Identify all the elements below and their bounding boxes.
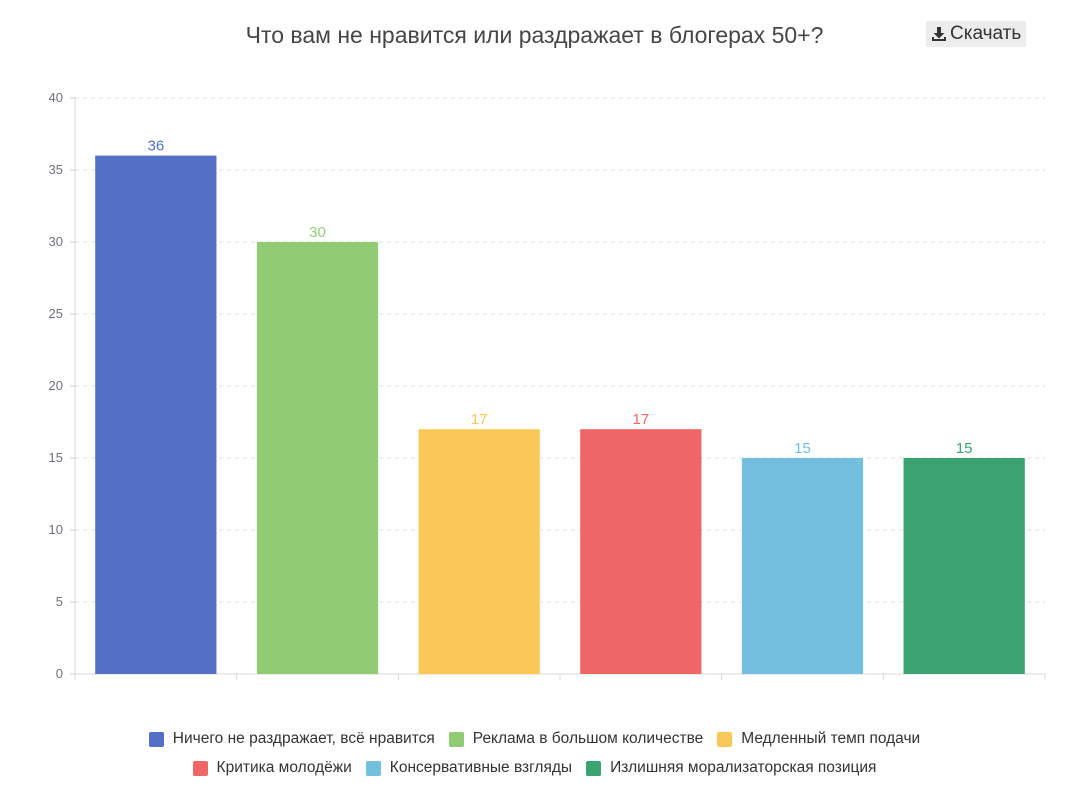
bar[interactable] <box>580 429 702 674</box>
legend-row-2: Критика молодёжи Консервативные взгляды Из… <box>0 757 1069 779</box>
legend-label: Реклама в большом количестве <box>472 730 704 747</box>
legend-label: Консервативные взгляды <box>389 759 573 776</box>
y-tick-label: 25 <box>49 306 63 321</box>
y-tick-label: 0 <box>56 666 63 681</box>
y-tick-label: 20 <box>49 378 63 393</box>
bar-value-label: 15 <box>794 440 811 457</box>
legend-swatch <box>717 731 733 747</box>
y-tick-label: 40 <box>49 90 63 105</box>
bar-chart: 0 5 10 15 20 25 30 35 40 36 30 17 17 15 15 <box>49 90 1046 681</box>
bar-value-label: 17 <box>471 411 488 428</box>
download-label: Скачать <box>950 23 1022 44</box>
bar[interactable] <box>741 458 864 674</box>
bar[interactable] <box>418 429 540 674</box>
bar-value-label: 17 <box>632 411 649 428</box>
legend: Ничего не раздражает, всё нравится Реклам… <box>0 728 1069 786</box>
y-tick-label: 15 <box>49 450 63 465</box>
legend-item[interactable]: Медленный темп подачи <box>717 728 920 750</box>
legend-swatch <box>192 760 208 776</box>
legend-swatch <box>448 731 464 747</box>
legend-label: Ничего не раздражает, всё нравится <box>172 730 435 747</box>
bar-value-label: 15 <box>956 440 973 457</box>
y-tick-label: 35 <box>49 162 63 177</box>
bar[interactable] <box>95 155 217 675</box>
legend-row-1: Ничего не раздражает, всё нравится Реклам… <box>0 728 1069 750</box>
bar[interactable] <box>256 242 379 674</box>
legend-label: Критика молодёжи <box>216 759 352 776</box>
bar-value-label: 30 <box>309 224 326 241</box>
chart-title: Что вам не нравится или раздражает в бло… <box>245 22 824 48</box>
bar-value-label: 36 <box>147 138 164 155</box>
y-tick-label: 10 <box>49 522 63 537</box>
legend-label: Медленный темп подачи <box>741 730 921 747</box>
legend-swatch <box>586 760 602 776</box>
legend-swatch <box>365 760 381 776</box>
legend-item[interactable]: Консервативные взгляды <box>365 757 573 779</box>
legend-item[interactable]: Излишняя морализаторская позиция <box>586 757 876 779</box>
download-icon <box>931 26 947 42</box>
download-button[interactable]: Скачать <box>926 21 1027 47</box>
legend-label: Излишняя морализаторская позиция <box>610 759 877 776</box>
bar[interactable] <box>903 458 1025 674</box>
legend-item[interactable]: Реклама в большом количестве <box>448 728 704 750</box>
y-tick-label: 30 <box>49 234 63 249</box>
legend-item[interactable]: Ничего не раздражает, всё нравится <box>148 728 435 750</box>
legend-swatch <box>148 731 164 747</box>
legend-item[interactable]: Критика молодёжи <box>192 757 352 779</box>
y-tick-label: 5 <box>56 594 63 609</box>
